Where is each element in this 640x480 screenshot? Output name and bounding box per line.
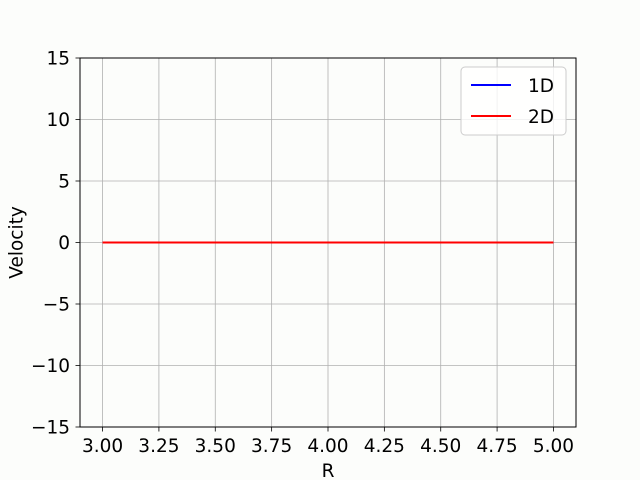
y-axis-label: Velocity xyxy=(6,206,27,279)
x-tick-label: 4.25 xyxy=(364,436,405,457)
y-tick-label: −5 xyxy=(43,295,70,316)
x-tick-label: 5.00 xyxy=(533,436,574,457)
x-tick-label: 4.75 xyxy=(476,436,517,457)
x-tick-label: 3.50 xyxy=(195,436,236,457)
x-tick-label: 3.25 xyxy=(138,436,179,457)
x-tick-label: 4.00 xyxy=(307,436,348,457)
x-tick-label: 4.50 xyxy=(420,436,461,457)
legend-label-1d: 1D xyxy=(528,76,554,97)
ticks: 3.00 3.25 3.50 3.75 4.00 4.25 4.50 4.75 5.00 −15 −… xyxy=(31,49,574,458)
y-tick-label: 10 xyxy=(46,110,70,131)
y-tick-label: −15 xyxy=(31,418,70,439)
y-tick-label: 5 xyxy=(58,172,70,193)
x-tick-label: 3.00 xyxy=(82,436,123,457)
legend-label-2d: 2D xyxy=(528,107,554,128)
y-tick-label: 15 xyxy=(46,49,70,70)
x-tick-label: 3.75 xyxy=(251,436,292,457)
x-axis-label: R xyxy=(322,461,335,480)
y-tick-label: −10 xyxy=(31,356,70,377)
y-tick-label: 0 xyxy=(58,233,70,254)
